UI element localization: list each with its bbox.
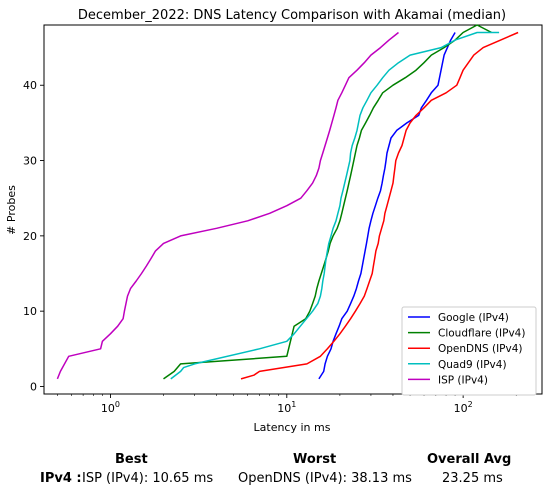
y-tick-label-2: 20: [23, 230, 37, 243]
legend-label-2: OpenDNS (IPv4): [438, 343, 523, 355]
legend-label-0: Google (IPv4): [438, 312, 509, 324]
series-line-2: [240, 31, 519, 380]
legend-label-4: ISP (IPv4): [438, 374, 488, 386]
stats-best-value: ISP (IPv4): 10.65 ms: [82, 471, 214, 486]
x-axis: 100 101 102: [57, 394, 517, 415]
stats-row-label: IPv4 :: [40, 471, 82, 486]
plot-area: 100 101 102 0 10 20 30 40: [23, 24, 543, 415]
series-lines: [56, 24, 519, 380]
plot-frame: [43, 24, 543, 395]
legend: Google (IPv4) Cloudflare (IPv4) OpenDNS (I…: [401, 306, 537, 396]
chart-title: December_2022: DNS Latency Comparison wi…: [78, 8, 506, 23]
y-tick-label-1: 10: [23, 305, 37, 318]
y-tick-label-0: 0: [30, 380, 37, 393]
y-axis-label: # Probes: [5, 185, 18, 235]
stats-header-best: Best: [115, 452, 148, 467]
stats-header-worst: Worst: [293, 452, 337, 467]
legend-label-3: Quad9 (IPv4): [438, 359, 507, 371]
series-line-4: [56, 31, 399, 380]
series-line-1: [163, 24, 492, 380]
x-tick-label-2: 102: [454, 400, 473, 415]
stats-avg-value: 23.25 ms: [442, 471, 503, 486]
stats-header-avg: Overall Avg: [427, 452, 512, 467]
series-line-3: [170, 31, 500, 380]
y-axis: 0 10 20 30 40: [23, 79, 44, 393]
legend-label-1: Cloudflare (IPv4): [438, 328, 525, 340]
y-tick-label-4: 40: [23, 79, 37, 92]
series-line-0: [318, 32, 456, 380]
latency-chart: December_2022: DNS Latency Comparison wi…: [5, 8, 543, 434]
legend-box: [401, 306, 537, 396]
x-tick-label-0: 100: [101, 400, 120, 415]
stats-worst-value: OpenDNS (IPv4): 38.13 ms: [238, 471, 412, 486]
x-tick-label-1: 101: [277, 400, 296, 415]
x-axis-label: Latency in ms: [254, 421, 331, 434]
y-tick-label-3: 30: [23, 155, 37, 168]
